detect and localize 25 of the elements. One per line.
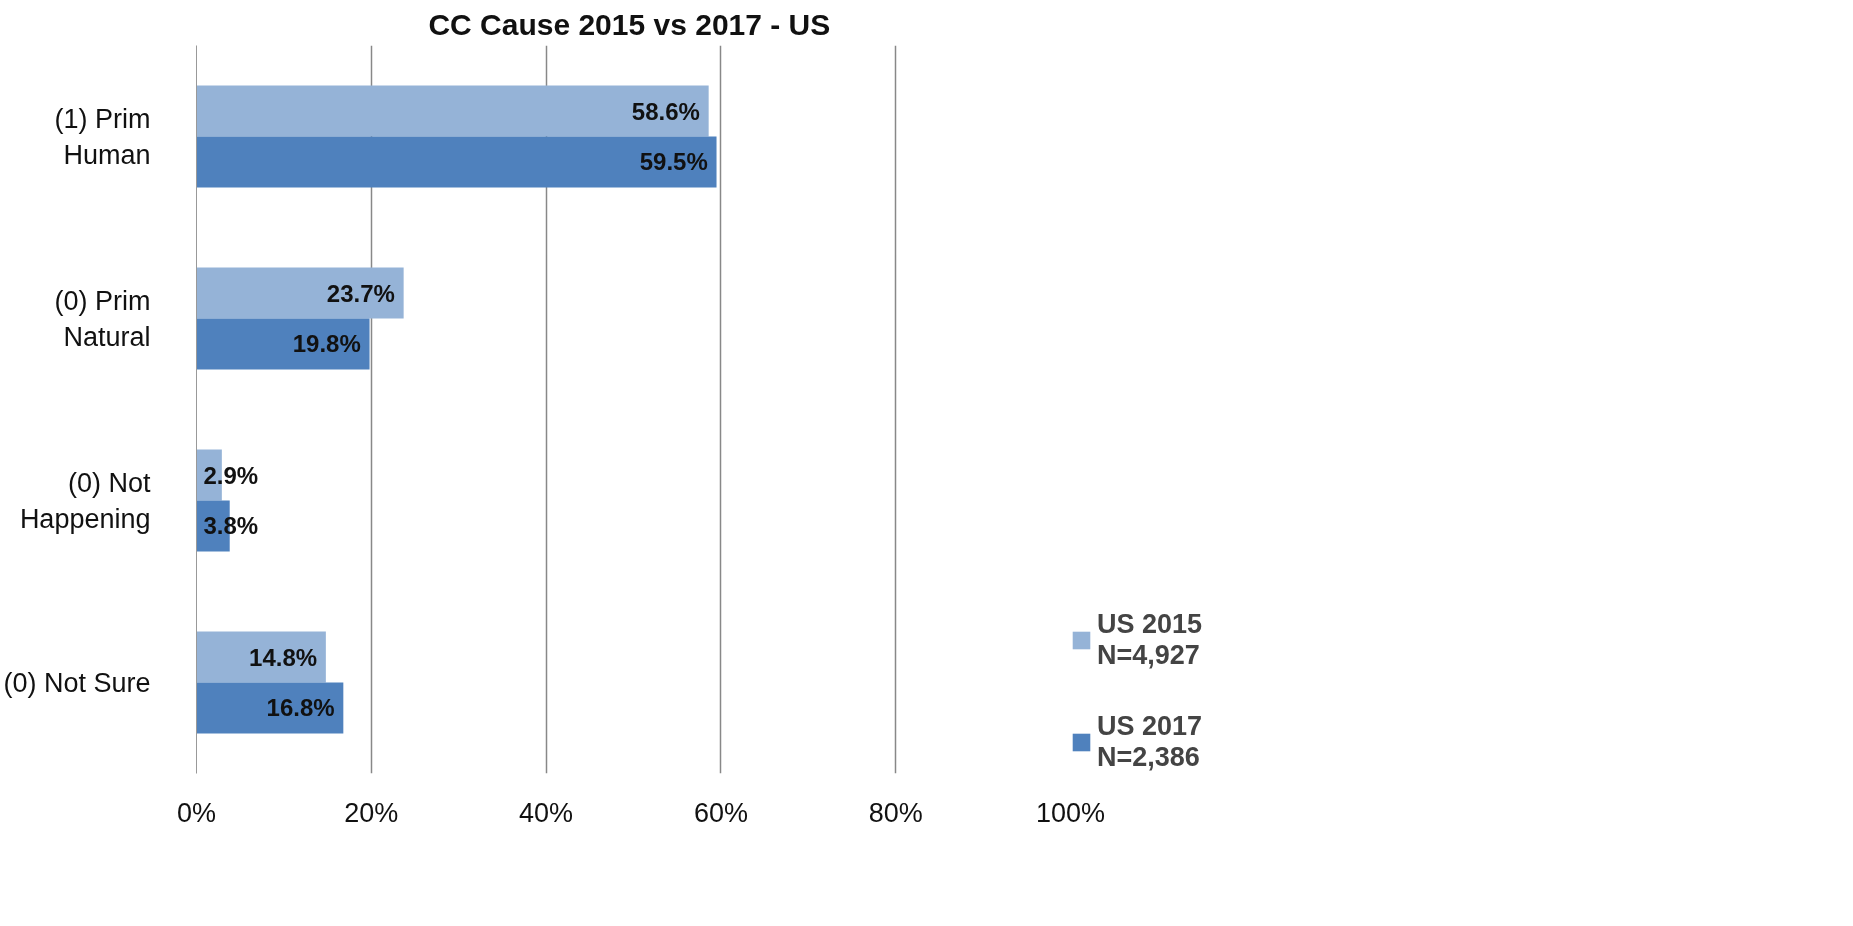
y-tick-label: (1) Prim Human [54,103,151,170]
y-tick-label: (0) Not Happening [19,467,151,534]
y-tick-label: (0) Prim Natural [54,285,151,352]
x-tick-label: 40% [519,797,574,828]
x-tick-label: 60% [693,797,748,828]
x-tick-label: 100% [1035,797,1106,828]
chart-title: CC Cause 2015 vs 2017 - US [428,7,831,41]
x-tick-label: 0% [176,797,217,828]
data-label: 23.7% [326,279,395,307]
x-tick-label: 20% [344,797,399,828]
data-label: 14.8% [249,643,318,671]
bar [196,136,717,188]
bar [196,631,326,683]
y-tick-label: (0) Not Sure [3,667,151,698]
bar [196,85,709,137]
bar [196,318,370,370]
data-label: 2.9% [203,461,259,489]
x-tick-label: 80% [868,797,923,828]
data-label: 58.6% [631,97,700,125]
legend-label: US 2015 N=4,927 [1097,609,1203,671]
bar [196,267,404,319]
data-label: 16.8% [266,694,335,722]
data-label: 59.5% [639,148,708,176]
data-label: 19.8% [292,330,361,358]
legend-label: US 2017 N=2,386 [1097,711,1203,773]
